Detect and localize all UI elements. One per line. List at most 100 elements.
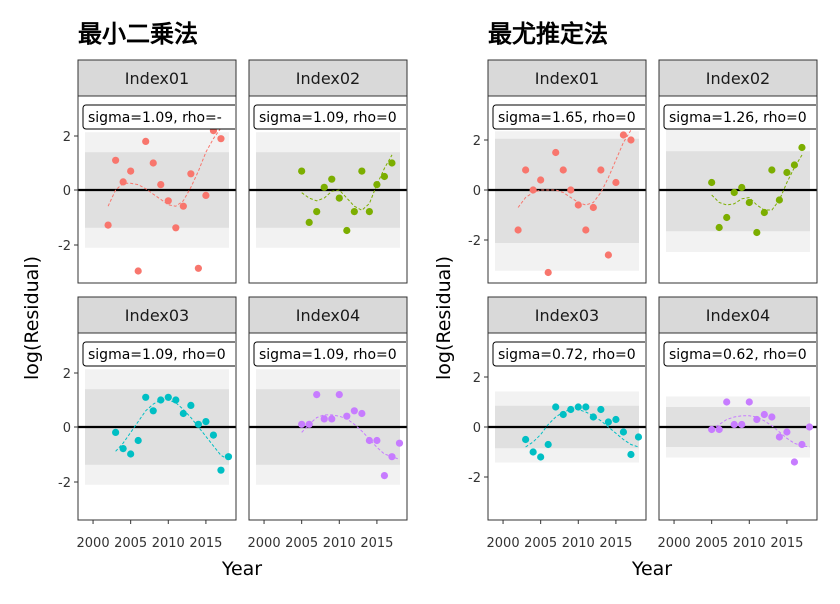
data-point (768, 413, 776, 421)
data-point (738, 420, 746, 429)
x-tick-label: 2010 (152, 536, 185, 551)
data-point (589, 203, 597, 212)
x-axis-label: Year (631, 558, 672, 580)
data-point (112, 156, 120, 164)
data-point (715, 425, 723, 434)
facet-strip (487, 296, 647, 334)
annotation-text: sigma=1.09, rho=0 (259, 347, 397, 363)
facet-strip (487, 59, 647, 97)
data-point (775, 196, 783, 204)
y-tick-label: -2 (58, 476, 71, 491)
panel-index01: Index01 sigma=1.65, rho=0 2 0 -2 (468, 59, 647, 284)
data-point (388, 159, 396, 167)
annotation: sigma=1.26, rho=0 (663, 104, 816, 130)
data-point (104, 221, 112, 229)
data-point (597, 166, 605, 174)
data-point (783, 428, 791, 436)
trend-line (107, 127, 222, 207)
data-point (760, 410, 768, 419)
x-tick-label: 2005 (285, 536, 318, 551)
y-tick-label: 2 (63, 130, 71, 145)
annotation-text: sigma=1.26, rho=0 (669, 110, 807, 126)
data-point (529, 448, 537, 456)
panel-border (658, 95, 818, 284)
chart-group-2: 最尤推定法 log(Residual) Year Index01 sigma=1.65,… (433, 20, 818, 580)
data-point (798, 440, 806, 449)
data-point (194, 264, 202, 272)
data-point (627, 136, 635, 144)
data-point (313, 208, 321, 216)
data-point (142, 393, 150, 401)
y-tick-label: 0 (63, 184, 71, 199)
data-point (305, 218, 313, 226)
panel-border (248, 332, 408, 521)
y-tick-label: 2 (63, 367, 71, 382)
data-point (627, 450, 635, 459)
data-point (760, 208, 768, 217)
panel-index02: Index02 sigma=1.09, rho=0 (248, 59, 408, 284)
panel-index03: Index03 sigma=0.72, rho=0 2 0 -2 2000 2005 2010… (468, 296, 647, 551)
data-point (708, 425, 716, 434)
data-point (328, 415, 336, 423)
data-point (604, 418, 612, 426)
data-point (119, 178, 127, 186)
data-point (157, 396, 165, 404)
annotation: sigma=1.09, rho=- (82, 104, 235, 130)
data-point (373, 436, 381, 445)
chart-group-1: 最小二乗法 log(Residual) Year Index01 sigma=1.09,… (21, 20, 408, 580)
data-point (582, 226, 590, 234)
data-point (298, 420, 306, 428)
data-point (798, 143, 806, 152)
data-point (305, 420, 313, 428)
data-point (134, 436, 142, 445)
y-axis-label: log(Residual) (433, 256, 455, 380)
data-point (723, 398, 731, 406)
y-tick-label: -2 (468, 471, 481, 486)
data-point (343, 226, 351, 235)
data-point (775, 433, 783, 441)
data-point (522, 435, 530, 444)
annotation-text: sigma=1.09, rho=0 (259, 110, 397, 126)
data-point (612, 178, 620, 187)
y-tick-label: -2 (58, 239, 71, 254)
data-point (559, 410, 567, 419)
annotation-text: sigma=1.09, rho=0 (88, 347, 226, 363)
data-point (202, 418, 210, 426)
annotation: sigma=1.09, rho=0 (253, 341, 406, 367)
data-point (149, 407, 157, 415)
data-point (179, 409, 187, 418)
annotation-text: sigma=0.62, rho=0 (669, 347, 807, 363)
facet-strip-label: Index01 (125, 69, 189, 88)
annotation-box (492, 341, 645, 367)
data-point (537, 176, 545, 184)
panel-index01: Index01 sigma=1.09, rho=- 2 0 -2 (58, 59, 237, 284)
data-point (157, 181, 165, 189)
data-point (365, 208, 373, 216)
data-point (529, 186, 537, 194)
annotation-box (82, 104, 235, 130)
data-point (119, 445, 127, 453)
data-point (380, 172, 389, 181)
annotation-box (663, 104, 816, 130)
facet-strip (658, 296, 818, 334)
y-tick-label: 2 (473, 371, 481, 386)
data-point (730, 420, 738, 429)
trend-line (525, 409, 639, 448)
trend-line (517, 129, 632, 208)
panel-index02: Index02 sigma=1.26, rho=0 (658, 59, 818, 284)
data-point (745, 398, 753, 406)
data-point (612, 415, 620, 424)
data-point (544, 268, 552, 277)
annotation-box (253, 104, 406, 130)
data-point (172, 396, 180, 404)
data-point (738, 183, 746, 192)
data-point (202, 191, 210, 199)
annotation-text: sigma=1.65, rho=0 (498, 110, 636, 126)
facet-strip (658, 59, 818, 97)
x-tick-label: 2015 (189, 536, 222, 551)
data-point (768, 166, 776, 174)
data-point (790, 161, 799, 169)
facet-strip (248, 59, 408, 97)
data-point (194, 420, 202, 428)
